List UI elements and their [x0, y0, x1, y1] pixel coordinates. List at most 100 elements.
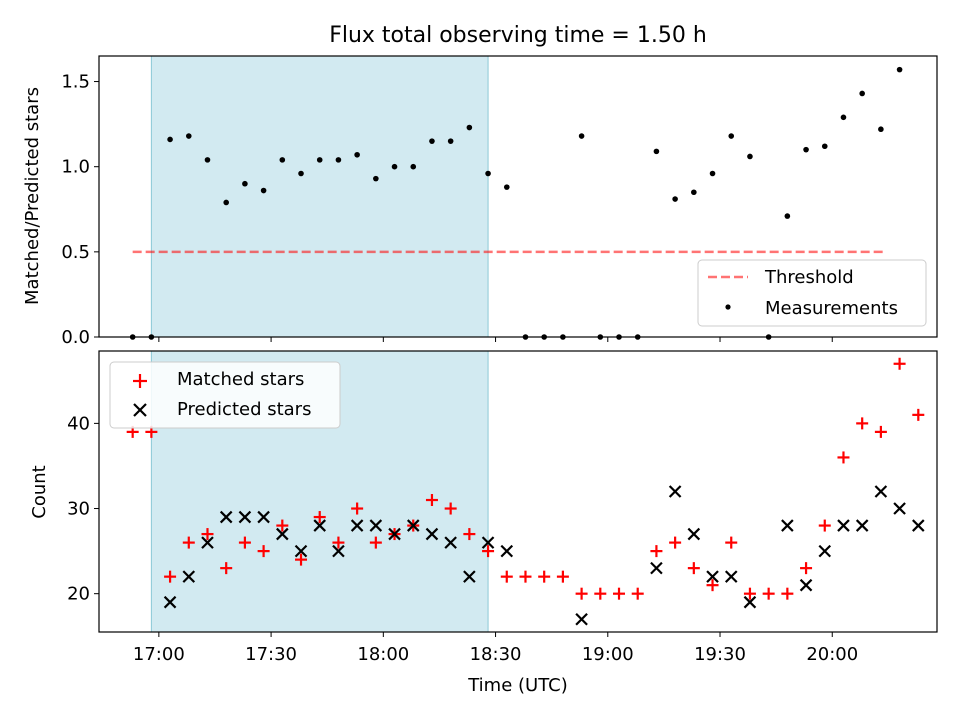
matched-star-point [295, 553, 308, 566]
predicted-star-point [350, 519, 364, 532]
matched-star-point [818, 519, 831, 532]
matched-star-point [500, 570, 513, 583]
predicted-star-point [724, 570, 738, 583]
matched-star-point [575, 587, 588, 600]
matched-star-point [556, 570, 569, 583]
measurement-point [878, 126, 884, 133]
matched-star-point [781, 587, 794, 600]
predicted-star-point [182, 570, 196, 583]
shaded-interval [150, 55, 489, 338]
x-tick-label: 20:00 [806, 644, 858, 665]
predicted-star-point [893, 502, 906, 515]
predicted-star-point [500, 544, 514, 558]
measurement-point [653, 148, 660, 155]
matched-star-point [276, 519, 289, 532]
measurement-point [223, 199, 229, 206]
matched-star-point [369, 536, 382, 549]
top-axes-frame [98, 55, 938, 338]
matched-star-point [257, 545, 270, 558]
matched-star-point [182, 536, 195, 549]
predicted-star-point [257, 510, 270, 524]
predicted-star-point [294, 544, 308, 558]
measurement-point [260, 187, 267, 194]
measurement-point [316, 157, 323, 163]
predicted-star-point [406, 519, 420, 532]
matched-star-point [332, 536, 345, 549]
matched-star-point [425, 494, 438, 507]
measurement-point [728, 133, 735, 139]
legend-measurements-label: Measurements [765, 298, 898, 319]
matched-star-point [762, 587, 775, 600]
bottom-y-tick-label: 20 [67, 584, 90, 605]
x-tick-label: 19:00 [582, 644, 634, 665]
figure-title: Flux total observing time = 1.50 h [329, 23, 707, 48]
top-y-tick-label: 1.5 [61, 72, 90, 93]
matched-star-point [650, 545, 663, 558]
predicted-star-point [799, 578, 813, 592]
predicted-star-point [668, 485, 682, 498]
matched-star-point [538, 570, 551, 583]
matched-star-point [669, 536, 682, 549]
predicted-star-point [388, 527, 401, 541]
bottom-data-marks [126, 357, 925, 626]
measurement-point [821, 143, 828, 150]
matched-star-point [613, 587, 626, 600]
matched-star-point [874, 425, 887, 438]
measurement-point [373, 175, 379, 182]
predicted-star-point [743, 595, 757, 609]
matched-star-point [725, 536, 738, 549]
predicted-star-point [818, 544, 832, 558]
legend-predicted-label: Predicted stars [177, 399, 311, 420]
measurement-point [859, 90, 865, 97]
matched-star-point [912, 408, 925, 421]
predicted-star-point [463, 570, 476, 583]
bottom-legend: Matched stars Predicted stars [109, 361, 341, 429]
matched-star-point [238, 536, 251, 549]
bottom-axis-ticks: 17:00 17:30 18:00 18:30 19:00 19:30 20:00 20 30 4… [67, 413, 858, 665]
measurement-point [840, 114, 847, 121]
measurement-point [391, 163, 398, 170]
x-tick-label: 18:00 [357, 644, 409, 665]
matched-star-point [594, 587, 607, 600]
matched-star-point [313, 511, 326, 524]
measurement-point [185, 133, 192, 139]
matched-star-point [706, 579, 719, 592]
legend-matched-label: Matched stars [177, 369, 304, 390]
measurement-point [429, 138, 435, 144]
predicted-star-point [912, 519, 925, 532]
predicted-star-point [332, 544, 345, 558]
predicted-star-point [444, 536, 457, 549]
measurement-point [354, 151, 360, 158]
matched-star-point [519, 570, 532, 583]
measurement-point [298, 170, 304, 177]
x-tick-label: 17:00 [133, 644, 185, 665]
predicted-star-point [874, 485, 888, 498]
measurement-point [485, 170, 491, 177]
measurement-point [242, 180, 248, 187]
matched-star-point [856, 417, 869, 430]
matched-star-point [800, 562, 813, 575]
measurement-point [803, 146, 809, 153]
matched-star-point [482, 545, 495, 558]
legend-threshold-label: Threshold [764, 267, 854, 288]
measurement-point [578, 133, 585, 139]
x-axis-label: Time (UTC) [467, 675, 568, 696]
measurement-point [747, 153, 753, 160]
matched-star-point [631, 587, 644, 600]
bottom-y-tick-label: 30 [67, 499, 90, 520]
top-y-tick-label: 0.0 [61, 327, 90, 348]
predicted-star-point [369, 519, 383, 532]
measurement-point [503, 184, 510, 190]
predicted-star-point [481, 536, 495, 549]
predicted-star-point [650, 561, 663, 575]
bottom-y-tick-label: 40 [67, 413, 90, 434]
measurement-point [204, 157, 211, 163]
bottom-panel: 17:00 17:30 18:00 18:30 19:00 19:30 20:00 20 30 4… [29, 350, 938, 696]
matched-star-point [743, 587, 756, 600]
measurement-point [335, 157, 342, 163]
measurement-point [410, 163, 417, 170]
top-y-tick-label: 1.0 [61, 157, 90, 178]
matched-star-point [463, 528, 476, 541]
measurement-point [466, 124, 473, 131]
measurement-point [279, 157, 286, 163]
